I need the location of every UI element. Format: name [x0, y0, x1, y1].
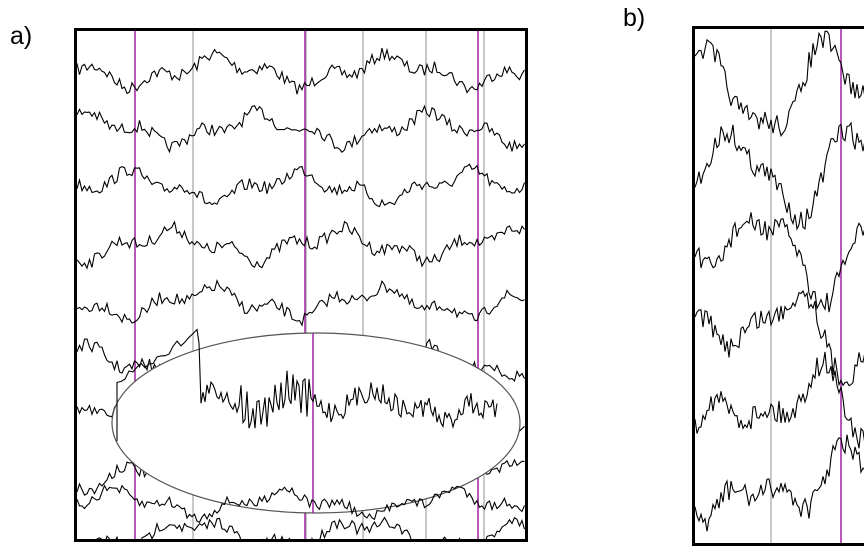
eeg-trace — [77, 484, 525, 524]
eeg-plot-b — [695, 29, 864, 543]
eeg-trace — [95, 516, 525, 539]
panel-a-label: a) — [10, 22, 33, 50]
eeg-trace — [77, 279, 525, 327]
eeg-trace — [695, 434, 864, 532]
eeg-trace — [77, 163, 525, 208]
eeg-trace — [77, 47, 525, 95]
eeg-panel-b — [692, 26, 864, 546]
eeg-trace — [695, 289, 864, 387]
eeg-panel-a — [74, 28, 528, 542]
eeg-trace — [695, 30, 864, 137]
eeg-trace — [695, 351, 864, 449]
highlighted-eeg-trace — [116, 328, 498, 441]
eeg-plot-a — [77, 31, 525, 539]
highlight-ellipse — [111, 332, 521, 514]
eeg-trace — [77, 104, 525, 154]
panel-b-label: b) — [623, 4, 646, 32]
eeg-trace — [695, 121, 864, 231]
eeg-trace — [695, 212, 864, 313]
eeg-trace — [77, 220, 525, 270]
